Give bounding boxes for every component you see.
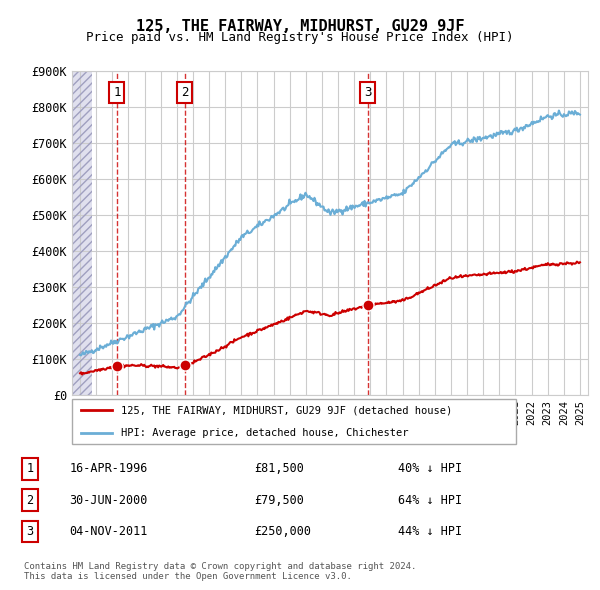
Text: 3: 3 — [364, 86, 371, 99]
Text: 64% ↓ HPI: 64% ↓ HPI — [398, 493, 462, 507]
Text: 1: 1 — [113, 86, 121, 99]
Text: HPI: Average price, detached house, Chichester: HPI: Average price, detached house, Chic… — [121, 428, 409, 438]
Text: 2: 2 — [181, 86, 188, 99]
Text: 40% ↓ HPI: 40% ↓ HPI — [398, 463, 462, 476]
Text: 125, THE FAIRWAY, MIDHURST, GU29 9JF: 125, THE FAIRWAY, MIDHURST, GU29 9JF — [136, 19, 464, 34]
Text: 2: 2 — [26, 493, 34, 507]
Text: £79,500: £79,500 — [254, 493, 304, 507]
Text: £250,000: £250,000 — [254, 525, 311, 537]
Text: 1: 1 — [26, 463, 34, 476]
Bar — [72, 71, 92, 395]
Bar — [72, 71, 92, 395]
Text: 04-NOV-2011: 04-NOV-2011 — [70, 525, 148, 537]
Text: 16-APR-1996: 16-APR-1996 — [70, 463, 148, 476]
Text: 44% ↓ HPI: 44% ↓ HPI — [398, 525, 462, 537]
Text: Contains HM Land Registry data © Crown copyright and database right 2024.
This d: Contains HM Land Registry data © Crown c… — [24, 562, 416, 581]
Text: 30-JUN-2000: 30-JUN-2000 — [70, 493, 148, 507]
Text: 125, THE FAIRWAY, MIDHURST, GU29 9JF (detached house): 125, THE FAIRWAY, MIDHURST, GU29 9JF (de… — [121, 405, 452, 415]
Text: £81,500: £81,500 — [254, 463, 304, 476]
Text: 3: 3 — [26, 525, 34, 537]
Text: Price paid vs. HM Land Registry's House Price Index (HPI): Price paid vs. HM Land Registry's House … — [86, 31, 514, 44]
